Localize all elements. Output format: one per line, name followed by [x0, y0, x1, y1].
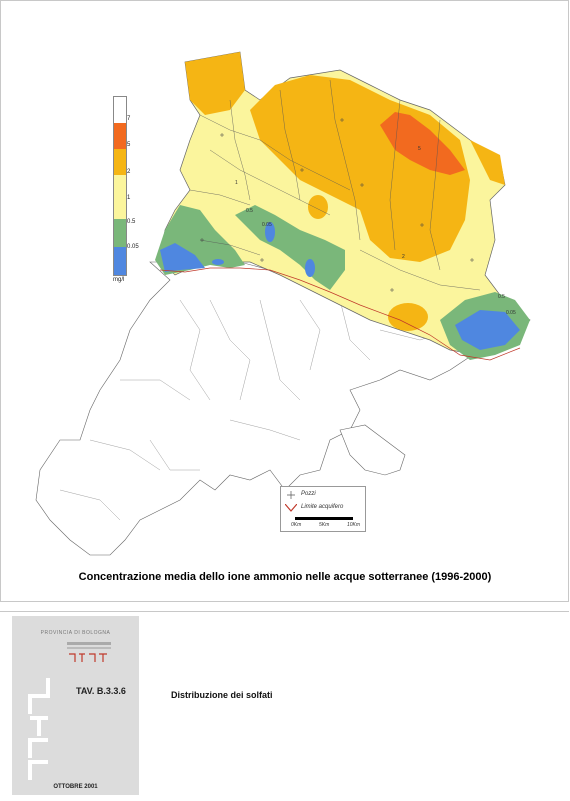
legend-band: [114, 175, 126, 219]
legend-label: 7: [127, 116, 131, 122]
well-markers: [200, 118, 474, 292]
province-map: 0.5 0.05 1 2 5 0.5 0.05: [35, 51, 531, 556]
contour-label: 0.5: [498, 294, 505, 300]
orange-zone-small: [308, 195, 328, 219]
map-caption: Concentrazione media dello ione ammonio …: [78, 571, 492, 583]
legend-band: [114, 247, 126, 275]
legend-label: 1: [127, 195, 131, 201]
legend-label: 0.05: [127, 244, 139, 250]
legend-band: [114, 219, 126, 247]
legend-label: 2: [127, 169, 131, 175]
contour-label: 2: [402, 254, 405, 260]
green-zone-center: [235, 205, 345, 290]
scale-bar: [295, 517, 353, 520]
legend-band: [114, 97, 126, 123]
legend-band: [114, 149, 126, 175]
legend-wells-label: Pozzi: [301, 491, 316, 497]
blue-zone-small: [212, 259, 224, 265]
map-panel: [0, 0, 569, 602]
blue-zone-east: [455, 310, 520, 350]
cover-province: PROVINCIA DI BOLOGNA: [40, 630, 111, 636]
blue-zone-west: [160, 243, 205, 272]
blue-zone-a: [265, 222, 275, 242]
municipality-borders: [59, 299, 451, 521]
blue-zone-b: [305, 259, 315, 277]
scale-label: 0Km: [291, 522, 302, 528]
well-icon: [287, 491, 295, 499]
scale-label: 10Km: [347, 522, 361, 528]
legend-label: 0.5: [127, 219, 136, 225]
cover-date: OTTOBRE 2001: [53, 784, 98, 790]
plain-borders: [189, 79, 481, 291]
contour-label: 0.05: [506, 310, 516, 316]
table-code: TAV. B.3.3.6: [76, 686, 126, 696]
legend-unit: mg/l: [113, 277, 125, 283]
mountain-area-east: [339, 424, 406, 476]
orange-zone-north: [185, 52, 245, 115]
contour-label: 0.05: [262, 222, 272, 228]
table-title: Distribuzione dei solfati: [171, 690, 273, 700]
legend-label: 5: [127, 142, 131, 148]
province-logo: [67, 642, 111, 662]
title-block: [0, 611, 569, 800]
aquifer-limit-icon: [285, 504, 297, 512]
legend-aquifer-label: Limite acquifero: [301, 504, 344, 510]
orange-zone-east: [470, 140, 505, 185]
aquifer-limit-line: [159, 267, 521, 361]
contour-label: 1: [235, 180, 238, 186]
map-legend: Pozzi Limite acquifero 0Km 5Km 10Km: [280, 486, 366, 532]
scale-label: 5Km: [319, 522, 330, 528]
legend-band: [114, 123, 126, 149]
concentration-legend: [113, 96, 127, 276]
contour-label: 5: [418, 146, 421, 152]
report-cover: PROVINCIA DI BOLOGNA OTTOBRE 2001: [12, 616, 139, 795]
dark-orange-zone: [380, 112, 465, 175]
contour-label: 0.5: [246, 208, 253, 214]
ptcp-watermark: [28, 678, 50, 780]
orange-zone-south: [388, 303, 428, 331]
